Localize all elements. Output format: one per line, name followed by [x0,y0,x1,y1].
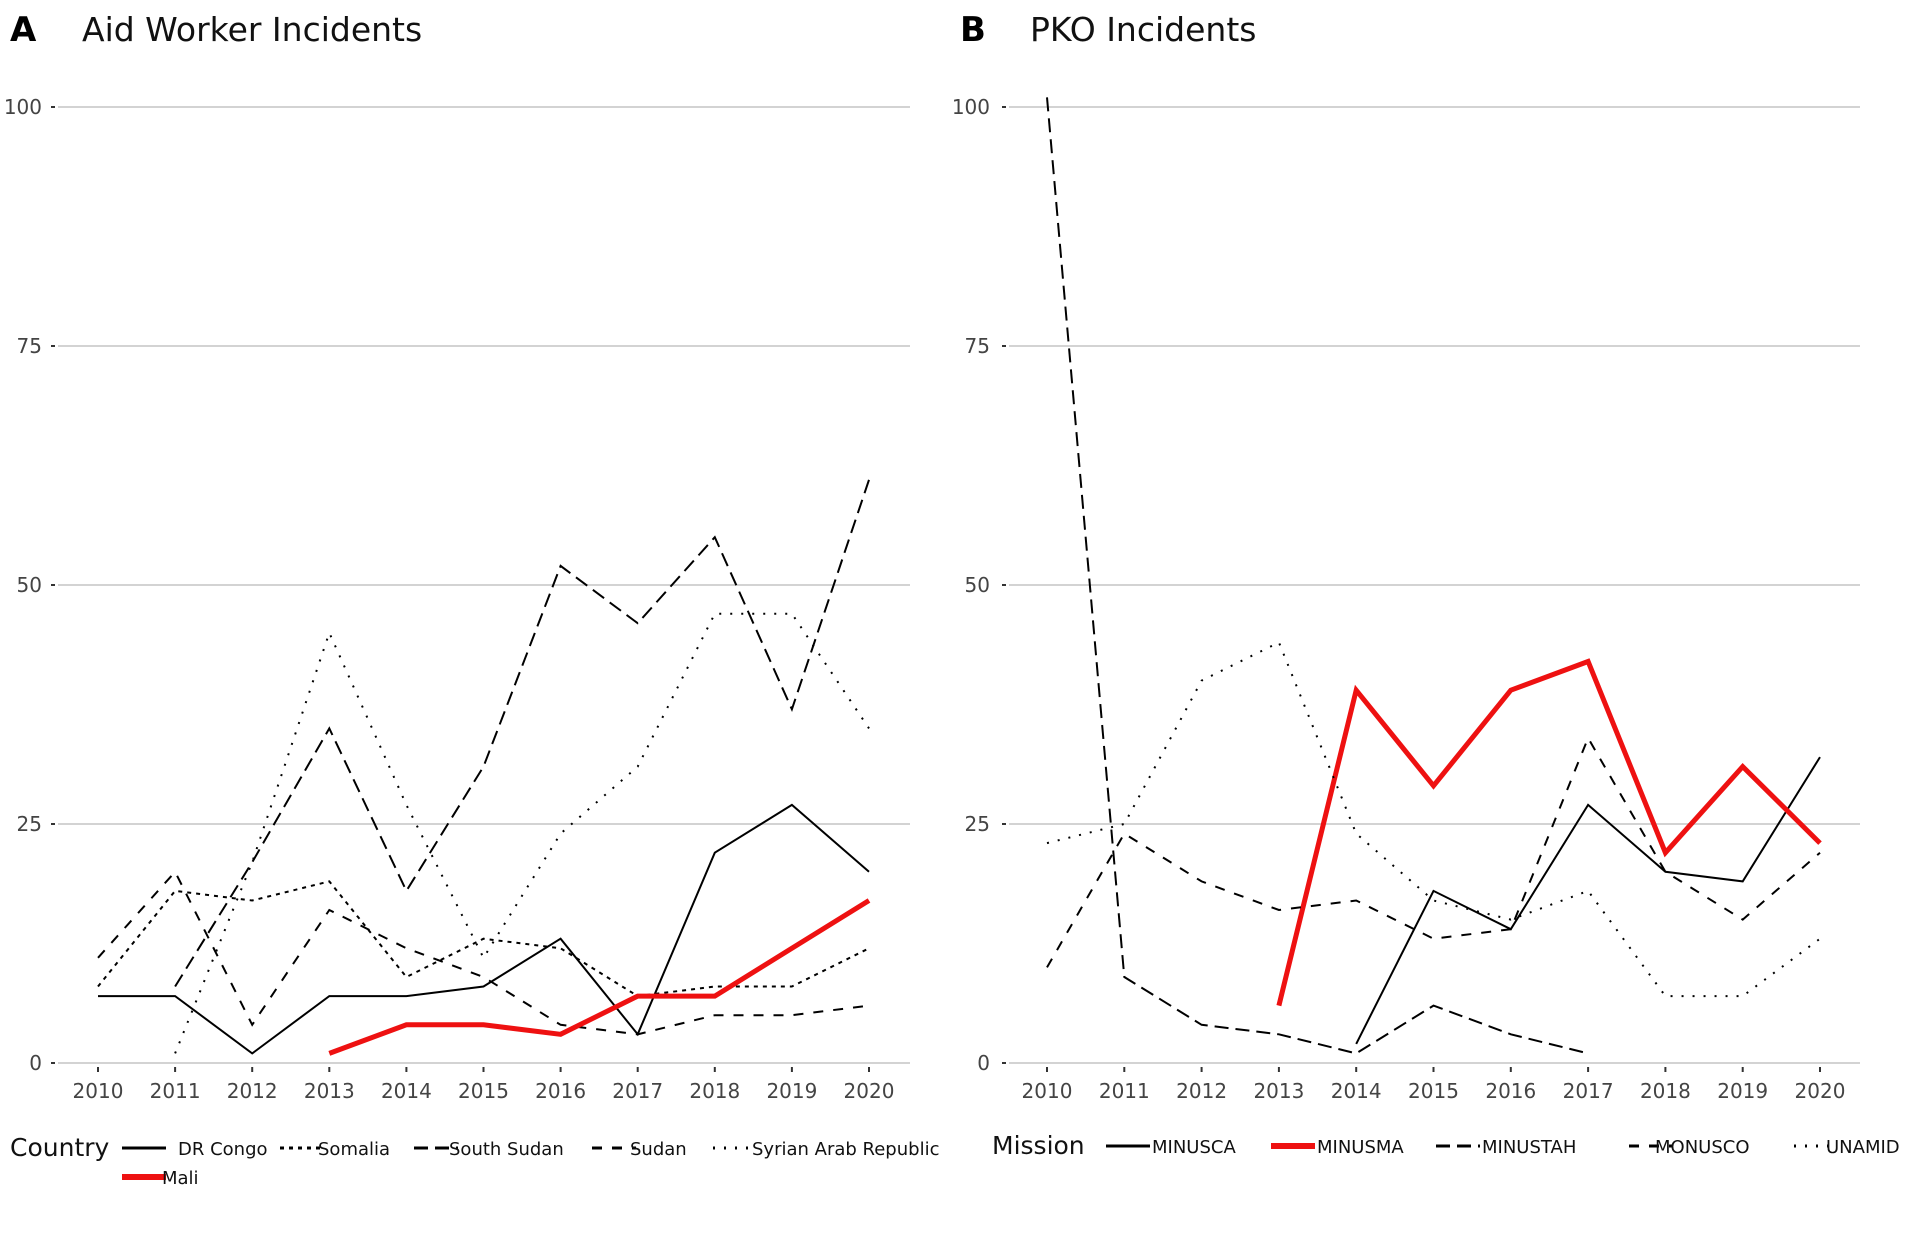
x-tick-label: 2018 [1640,1079,1691,1103]
x-tick-label: 2013 [304,1079,355,1103]
legend-label: MONUSCO [1655,1137,1750,1158]
x-tick-label: 2015 [458,1079,509,1103]
y-axis: 0 25 50 75 100 [4,95,55,1075]
series-line-minusca [1355,756,1821,1045]
legend-label: South Sudan [449,1139,564,1160]
x-tick-label: 2017 [1563,1079,1614,1103]
y-tick-label: 0 [29,1051,42,1075]
panel-letter-a: A [10,10,37,50]
y-tick-label: 75 [17,334,42,358]
legend: Country DR Congo Somalia South Sudan Sudan S… [10,1133,939,1189]
series-line-sudan [97,870,870,1036]
legend-label: Sudan [630,1139,687,1160]
series-lines [97,479,871,1056]
y-tick-label: 0 [977,1051,990,1075]
x-tick-label: 2018 [689,1079,740,1103]
legend-label: Somalia [318,1139,390,1160]
x-tick-label: 2010 [73,1079,124,1103]
x-tick-label: 2020 [1795,1079,1846,1103]
series-line-monusco [1046,735,1821,968]
series-line-somalia [97,880,870,998]
panel-letter-b: B [960,10,986,50]
legend-label: MINUSMA [1317,1137,1404,1158]
series-line-minusma [1276,658,1822,1007]
x-tick-label: 2019 [766,1079,817,1103]
x-tick-label: 2020 [844,1079,895,1103]
legend-label: Syrian Arab Republic [752,1139,939,1160]
x-tick-label: 2010 [1022,1079,1073,1103]
series-line-unamid [1046,641,1821,998]
x-tick-label: 2012 [1176,1079,1227,1103]
x-axis: 2010 2011 2012 2013 2014 2015 2016 2017 2018 2019… [1022,1067,1846,1103]
series-line-syrian-arab-republic [174,612,870,1054]
x-tick-label: 2014 [381,1079,432,1103]
y-tick-label: 50 [17,573,42,597]
y-tick-label: 25 [17,812,42,836]
gridlines [1009,106,1860,1064]
x-tick-label: 2012 [227,1079,278,1103]
x-tick-label: 2013 [1253,1079,1304,1103]
x-tick-label: 2017 [612,1079,663,1103]
legend-label: MINUSCA [1152,1137,1236,1158]
y-tick-label: 50 [965,573,990,597]
y-tick-label: 100 [4,95,42,119]
x-tick-label: 2019 [1717,1079,1768,1103]
y-tick-label: 25 [965,812,990,836]
x-tick-label: 2014 [1331,1079,1382,1103]
y-tick-label: 75 [965,334,990,358]
legend-label: MINUSTAH [1482,1137,1576,1158]
y-tick-label: 100 [952,95,990,119]
x-tick-label: 2011 [1099,1079,1150,1103]
legend-title: Mission [992,1131,1085,1160]
legend-label: DR Congo [178,1139,268,1160]
legend-label: Mali [162,1168,199,1189]
legend-title: Country [10,1133,110,1162]
panel-title-b: PKO Incidents [1030,10,1256,49]
series-line-minustah [1046,97,1589,1055]
y-axis: 0 25 50 75 100 [952,95,1006,1075]
panel-title-a: Aid Worker Incidents [82,10,422,49]
gridlines [58,106,910,1064]
series-line-south-sudan [174,479,870,988]
x-tick-label: 2011 [150,1079,201,1103]
series-line-dr-congo [98,803,870,1055]
series-lines [1046,97,1822,1055]
x-axis: 2010 2011 2012 2013 2014 2015 2016 2017 2018 2019… [73,1067,895,1103]
series-line-mali [328,898,871,1056]
legend-label: UNAMID [1826,1137,1900,1158]
x-tick-label: 2016 [1485,1079,1536,1103]
legend: Mission MINUSCA MINUSMA MINUSTAH MONUSCO UNA… [992,1131,1900,1160]
x-tick-label: 2015 [1408,1079,1459,1103]
x-tick-label: 2016 [535,1079,586,1103]
